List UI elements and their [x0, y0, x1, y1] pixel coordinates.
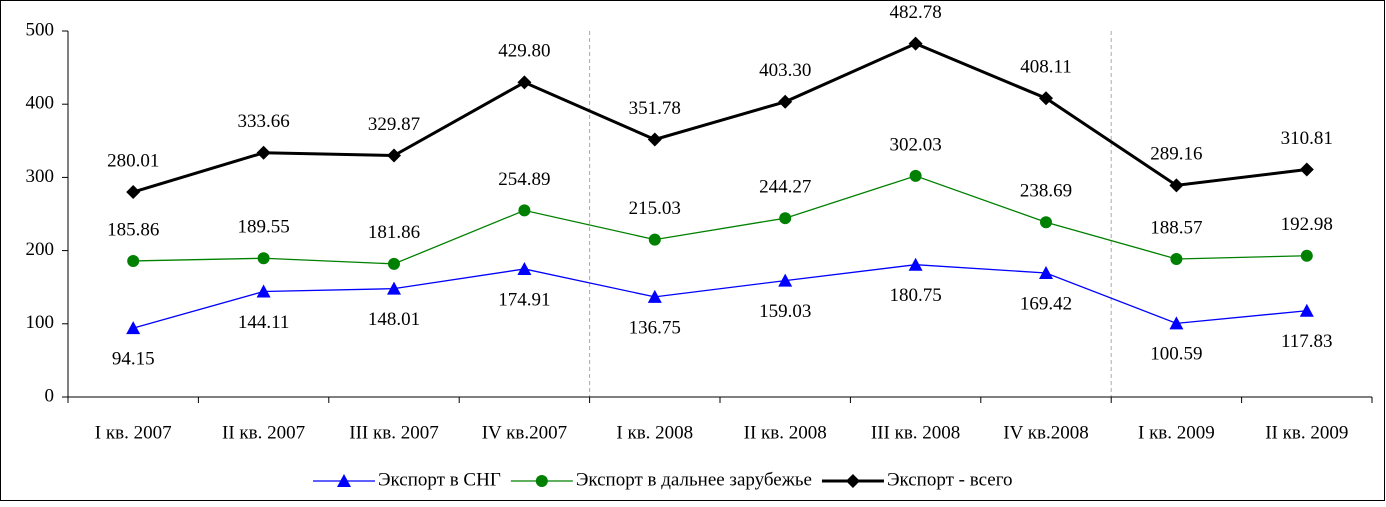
x-tick-label: I кв. 2008 [616, 422, 693, 443]
x-tick-label: III кв. 2008 [871, 422, 960, 443]
data-point [1170, 252, 1183, 265]
data-point [1300, 249, 1313, 262]
data-label: 185.86 [107, 219, 159, 240]
x-tick-label: II кв. 2008 [744, 422, 827, 443]
data-label: 280.01 [107, 150, 159, 171]
series-line [132, 41, 1307, 194]
data-label: 159.03 [759, 301, 811, 322]
x-tick-label: I кв. 2009 [1138, 422, 1215, 443]
data-label: 94.15 [112, 348, 155, 369]
data-point [647, 132, 662, 147]
data-point [1169, 316, 1184, 330]
data-label: 244.27 [759, 177, 811, 198]
data-label: 169.42 [1020, 293, 1072, 314]
data-point [909, 169, 922, 182]
y-tick-label: 400 [26, 93, 55, 114]
data-point [1299, 162, 1314, 177]
data-point [908, 257, 923, 271]
data-label: 136.75 [629, 317, 681, 338]
x-tick-label: II кв. 2007 [222, 422, 305, 443]
data-label: 215.03 [629, 198, 681, 219]
data-label: 189.55 [237, 217, 289, 238]
data-label: 351.78 [629, 98, 681, 119]
data-label: 180.75 [889, 285, 941, 306]
y-tick-label: 200 [26, 239, 55, 260]
data-point [647, 289, 662, 303]
data-label: 254.89 [498, 169, 550, 190]
data-label: 310.81 [1281, 128, 1333, 149]
data-label: 100.59 [1150, 344, 1202, 365]
data-point [387, 281, 401, 295]
data-label: 238.69 [1020, 181, 1072, 202]
data-label: 482.78 [889, 2, 941, 23]
data-point [779, 212, 792, 225]
y-tick-label: 100 [26, 312, 55, 333]
data-point [908, 36, 923, 51]
x-tick-label: IV кв.2007 [482, 422, 567, 443]
data-point [518, 204, 531, 217]
data-label: 192.98 [1281, 214, 1333, 235]
data-point [1039, 265, 1053, 279]
x-tick-label: IV кв.2008 [1003, 422, 1088, 443]
data-point [517, 75, 532, 90]
data-point [517, 261, 532, 275]
data-point [778, 273, 793, 287]
data-label: 302.03 [889, 134, 941, 155]
data-point [387, 148, 401, 163]
data-label: 329.87 [368, 114, 420, 135]
series-line [133, 264, 1307, 329]
legend-marker [845, 474, 860, 488]
data-point [388, 257, 400, 270]
data-point [257, 252, 270, 265]
legend-label: Экспорт в СНГ [378, 469, 501, 490]
data-point [1299, 303, 1314, 317]
data-label: 289.16 [1150, 144, 1202, 165]
data-label: 148.01 [368, 309, 420, 330]
data-point [778, 94, 793, 109]
data-label: 181.86 [368, 222, 420, 243]
legend-marker [337, 474, 351, 487]
data-point [256, 145, 271, 160]
x-tick-label: II кв. 2009 [1265, 422, 1348, 443]
data-point [126, 185, 141, 200]
data-label: 188.57 [1150, 217, 1202, 238]
data-label: 403.30 [759, 60, 811, 81]
data-label: 429.80 [498, 41, 550, 62]
y-tick-label: 300 [26, 166, 55, 187]
legend-marker [535, 475, 548, 487]
data-point [126, 321, 141, 335]
data-point [127, 254, 140, 267]
data-label: 408.11 [1020, 57, 1072, 78]
legend-label: Экспорт - всего [887, 469, 1013, 490]
y-tick-label: 500 [26, 19, 55, 40]
data-label: 333.66 [237, 111, 289, 132]
x-tick-label: III кв. 2007 [349, 422, 438, 443]
y-tick-label: 0 [45, 385, 55, 406]
data-label: 174.91 [498, 289, 550, 310]
data-point [1169, 178, 1184, 193]
data-label: 117.83 [1281, 331, 1333, 352]
data-point [1039, 91, 1053, 106]
data-point [1040, 216, 1052, 229]
series-line [133, 175, 1307, 265]
legend-label: Экспорт в дальнее зарубежье [576, 469, 812, 490]
data-label: 144.11 [238, 312, 290, 333]
x-tick-label: I кв. 2007 [95, 422, 172, 443]
data-point [648, 233, 661, 246]
data-point [256, 284, 271, 298]
